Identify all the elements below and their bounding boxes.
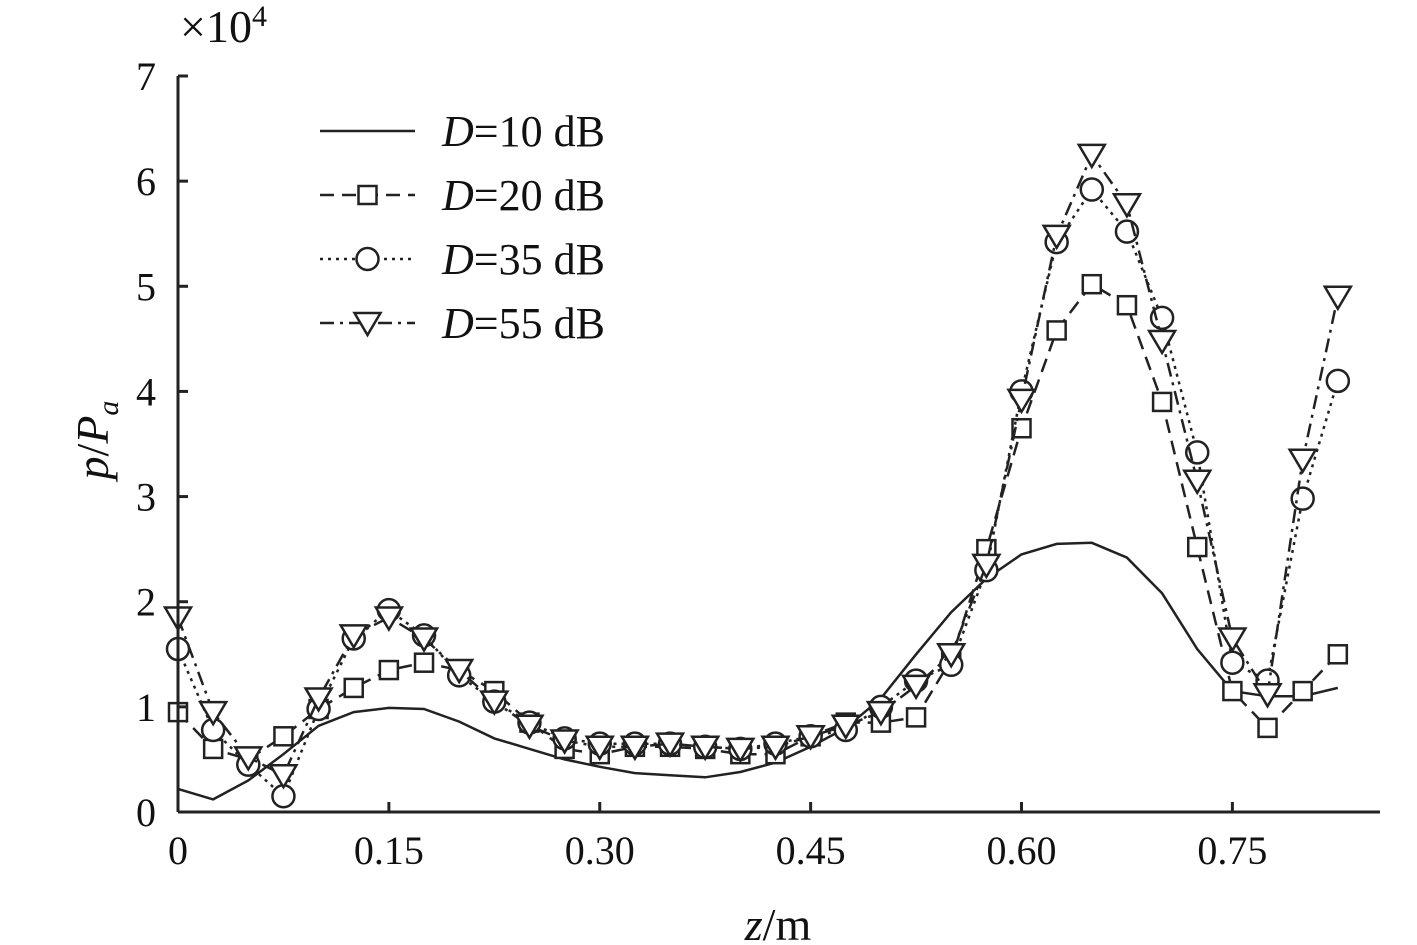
data-point-triangle-down — [1076, 143, 1107, 170]
data-point-square — [1151, 391, 1173, 413]
data-point-square — [1081, 273, 1103, 295]
data-point-triangle-down — [971, 553, 1002, 580]
data-point-square — [273, 726, 294, 747]
data-point-square — [1257, 717, 1278, 739]
data-point-square — [378, 659, 400, 681]
data-point-triangle-down — [1252, 682, 1283, 709]
y-tick-label: 6 — [136, 159, 156, 204]
series-line — [176, 152, 1340, 777]
legend-label: D=35 dB — [441, 235, 605, 284]
data-point-square — [1292, 680, 1313, 702]
data-point-square — [905, 707, 927, 728]
series-line — [176, 187, 1339, 799]
data-point-square — [1011, 417, 1032, 439]
data-point-triangle-down — [865, 700, 897, 727]
data-point-square — [1046, 320, 1067, 341]
data-point-circle — [1079, 177, 1105, 202]
legend-marker-triangle-down — [352, 311, 383, 338]
series-layer — [162, 143, 1354, 809]
y-tick-label: 1 — [136, 685, 156, 730]
legend-label: D=20 dB — [441, 171, 605, 220]
data-point-triangle-down — [479, 690, 510, 717]
data-point-circle — [1149, 305, 1175, 331]
series-none — [177, 541, 1339, 801]
x-tick-label: 0.45 — [776, 828, 846, 873]
data-point-square — [202, 738, 224, 760]
data-point-square — [413, 652, 435, 673]
y-axis-label: p/Pa — [67, 401, 125, 483]
data-point-triangle-down — [760, 735, 791, 762]
x-tick-label: 0.60 — [987, 828, 1057, 873]
data-point-square — [343, 677, 364, 699]
data-point-triangle-down — [408, 627, 440, 653]
data-point-triangle-down — [830, 714, 861, 741]
data-point-triangle-down — [900, 674, 932, 701]
data-point-triangle-down — [443, 658, 475, 685]
data-point-square — [1116, 294, 1138, 316]
legend-marker-circle — [355, 246, 380, 272]
legend-marker-square — [357, 184, 378, 206]
data-point-triangle-down — [1111, 193, 1143, 219]
data-point-triangle-down — [373, 606, 405, 632]
data-point-square — [1222, 680, 1243, 702]
data-point-circle — [1220, 650, 1245, 675]
legend: D=10 dB D=20 dB D=35 dB D=55 dB — [320, 107, 605, 348]
data-point-triangle-down — [690, 735, 721, 762]
y-tick-label: 0 — [136, 790, 156, 835]
data-point-triangle-down — [1287, 448, 1318, 475]
y-tick-label: 7 — [136, 54, 156, 99]
data-point-triangle-down — [795, 725, 826, 751]
y-tick-label: 3 — [136, 475, 156, 520]
data-point-triangle-down — [268, 763, 299, 790]
data-point-triangle-down — [233, 746, 264, 772]
x-axis-label: z/m — [744, 899, 812, 945]
data-point-triangle-down — [619, 735, 651, 762]
y-tick-label: 2 — [136, 580, 156, 625]
data-point-triangle-down — [725, 737, 756, 764]
data-point-square — [1186, 536, 1208, 558]
x-tick-label: 0.15 — [354, 828, 424, 873]
x-tick-label: 0.75 — [1197, 828, 1267, 873]
data-point-triangle-down — [936, 643, 967, 669]
series-line — [177, 541, 1339, 801]
series-square — [167, 273, 1349, 770]
data-point-square — [1327, 644, 1349, 665]
x-tick-label: 0.30 — [565, 828, 635, 873]
y-multiplier: ×104 — [180, 0, 267, 52]
series-circle — [165, 177, 1351, 809]
legend-label: D=55 dB — [441, 299, 605, 348]
data-point-circle — [1325, 368, 1351, 394]
data-point-triangle-down — [654, 732, 686, 759]
data-point-triangle-down — [197, 700, 229, 727]
data-point-triangle-down — [1217, 627, 1248, 653]
data-point-triangle-down — [1006, 388, 1037, 415]
data-point-triangle-down — [303, 687, 334, 713]
data-point-triangle-down — [1146, 329, 1178, 356]
y-tick-label: 5 — [136, 264, 156, 309]
y-tick-label: 4 — [136, 369, 156, 414]
data-point-triangle-down — [514, 714, 545, 741]
tick-layer: 0 1 2 3 4 5 6 7 0 0.15 0.30 0.45 0.60 0.75 — [136, 54, 1267, 873]
legend-label: D=10 dB — [441, 107, 605, 156]
data-point-triangle-down — [338, 624, 369, 650]
data-point-circle — [1290, 486, 1315, 511]
x-tick-label: 0 — [168, 828, 188, 873]
series-triangle-down — [162, 143, 1354, 790]
data-point-triangle-down — [1182, 469, 1213, 496]
data-point-triangle-down — [549, 729, 580, 755]
data-point-triangle-down — [1041, 224, 1072, 251]
data-point-triangle-down — [1322, 285, 1354, 312]
data-point-triangle-down — [584, 735, 615, 762]
